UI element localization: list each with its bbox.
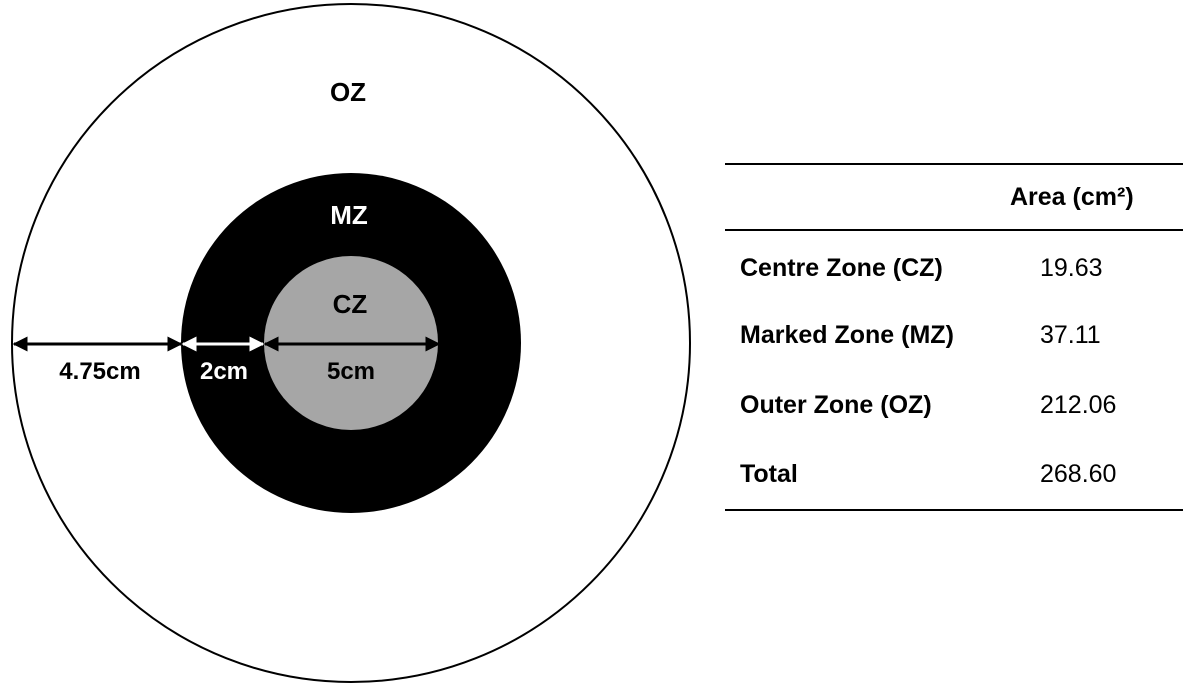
table-row: Outer Zone (OZ) 212.06 <box>725 370 1183 440</box>
row-name-cell: Outer Zone (OZ) <box>740 390 932 419</box>
centre-zone-diameter-label: 5cm <box>327 358 375 385</box>
row-name-cell: Centre Zone (CZ) <box>740 254 943 282</box>
table-row: Total 268.60 <box>725 440 1183 510</box>
row-area-cell: 212.06 <box>1040 390 1117 419</box>
header-area-cell: Area (cm²) <box>1010 182 1134 211</box>
outer-zone-width-label: 4.75cm <box>59 358 140 385</box>
table-row: Marked Zone (MZ) 37.11 <box>725 300 1183 370</box>
row-area-cell: 37.11 <box>1040 320 1101 349</box>
zone-area-table: Area (cm²) Centre Zone (CZ) 19.63 Marked… <box>725 163 1183 511</box>
centre-zone-label: CZ <box>333 289 368 319</box>
row-area-cell: 268.60 <box>1040 460 1117 488</box>
table-row: Centre Zone (CZ) 19.63 <box>725 230 1183 300</box>
marked-zone-width-label: 2cm <box>200 358 248 385</box>
row-name-cell: Total <box>740 460 798 488</box>
target-zones-diagram: OZ MZ CZ 4.75cm 2cm 5cm <box>11 3 691 683</box>
header-name-cell <box>725 164 1010 230</box>
row-name-cell: Marked Zone (MZ) <box>740 320 954 349</box>
marked-zone-label: MZ <box>330 200 368 230</box>
row-area-cell: 19.63 <box>1040 254 1103 282</box>
outer-zone-label: OZ <box>330 77 366 107</box>
table-header-row: Area (cm²) <box>725 164 1183 230</box>
